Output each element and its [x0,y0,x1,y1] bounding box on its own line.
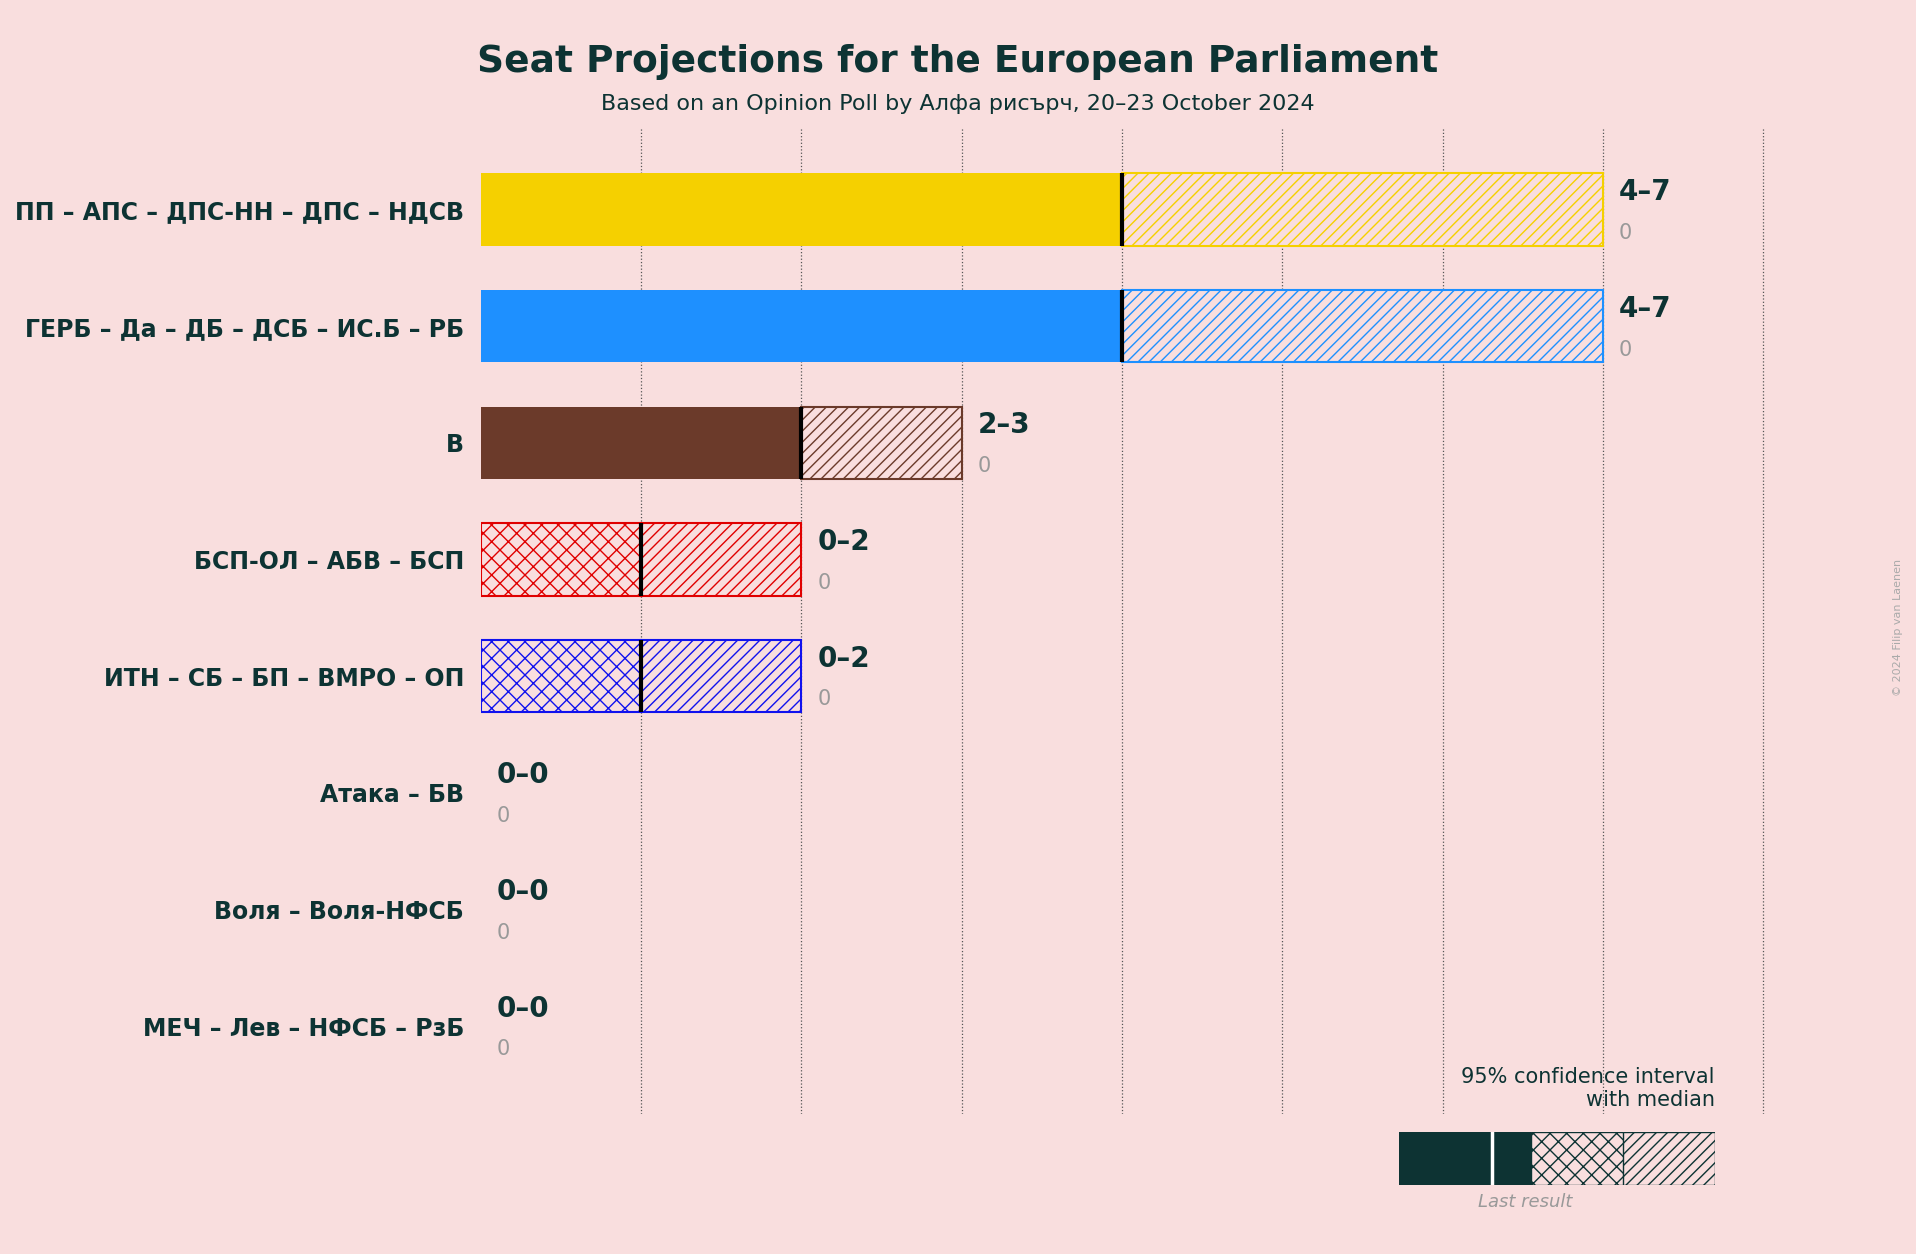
Text: 0–2: 0–2 [818,528,870,556]
Text: 0–0: 0–0 [496,994,550,1022]
Bar [481,640,642,712]
Text: Last result: Last result [1477,1193,1573,1210]
Bar [1123,290,1604,362]
Bar [481,406,801,479]
Text: 4–7: 4–7 [1619,295,1671,322]
Bar [1123,173,1604,246]
Text: 0: 0 [496,923,510,943]
Text: 0: 0 [496,806,510,826]
Bar [642,640,801,712]
Text: 95% confidence interval
with median: 95% confidence interval with median [1462,1067,1715,1110]
Text: © 2024 Filip van Laenen: © 2024 Filip van Laenen [1893,558,1903,696]
Bar [481,173,1123,246]
Text: 0: 0 [496,1040,510,1060]
Bar [481,523,642,596]
Bar [481,290,1123,362]
Bar [801,406,962,479]
Text: 0–0: 0–0 [496,761,550,789]
Text: 0: 0 [1619,223,1632,243]
Text: 4–7: 4–7 [1619,178,1671,206]
Bar [642,523,801,596]
Text: 2–3: 2–3 [977,411,1031,439]
Text: 0–0: 0–0 [496,878,550,905]
Text: 0: 0 [818,573,832,593]
Text: 0–2: 0–2 [818,645,870,672]
Text: Seat Projections for the European Parliament: Seat Projections for the European Parlia… [477,44,1439,80]
Text: Based on an Opinion Poll by Алфа рисърч, 20–23 October 2024: Based on an Opinion Poll by Алфа рисърч,… [602,94,1314,114]
Text: 0: 0 [977,456,991,477]
Text: 0: 0 [1619,340,1632,360]
Text: 0: 0 [818,690,832,710]
